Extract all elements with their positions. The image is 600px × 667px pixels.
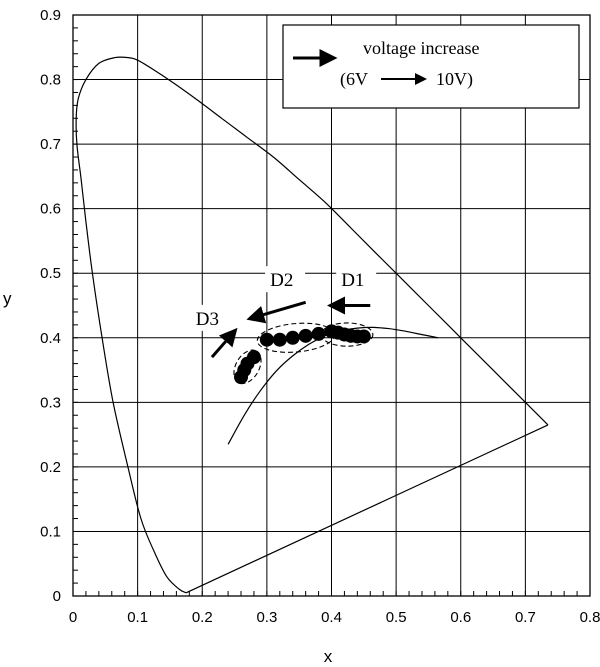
arrow-d3	[210, 327, 238, 359]
labels: D1 D2 D3	[190, 266, 377, 331]
x-tick-label: 0.3	[256, 609, 277, 626]
label-D1: D1	[341, 270, 364, 291]
x-tick-label: 0	[69, 609, 77, 626]
x-tick-label: 0.7	[515, 609, 536, 626]
y-tick-label: 0.3	[40, 394, 61, 411]
label-bg-D1	[336, 266, 377, 293]
y-tick-label: 0.1	[40, 523, 61, 540]
point-D2	[311, 326, 326, 341]
label-bg-D3	[190, 304, 231, 331]
curves	[75, 56, 549, 594]
point-D2	[298, 328, 313, 343]
y-tick-label: 0.8	[40, 72, 61, 89]
y-tick-label: 0	[53, 588, 61, 605]
label-D2: D2	[270, 270, 293, 291]
point-D1	[356, 329, 371, 344]
spectral-locus	[75, 56, 549, 594]
label-bg-D2	[265, 266, 306, 293]
x-tick-label: 0.4	[321, 609, 342, 626]
x-axis-label: x	[324, 647, 333, 666]
arrow-d2	[246, 300, 307, 324]
point-D2	[259, 332, 274, 347]
y-tick-label: 0.6	[40, 201, 61, 218]
y-axis-label: y	[3, 289, 12, 308]
x-tick-label: 0.8	[580, 609, 600, 626]
data-points	[234, 324, 371, 385]
legend-range-end: 10V)	[436, 69, 473, 90]
y-tick-label: 0.4	[40, 330, 61, 347]
y-tick-label: 0.5	[40, 265, 61, 282]
y-tick-label: 0.9	[40, 7, 61, 24]
legend: voltage increase (6V 10V)	[282, 24, 580, 109]
purple-line	[185, 424, 549, 594]
x-tick-label: 0.5	[386, 609, 407, 626]
axis-ticks: 0 0.1 0.2 0.3 0.4 0.5 0.6 0.7 0.8 0 0.1 0.2 0.3 0.4 0.…	[40, 7, 600, 626]
x-tick-label: 0.2	[192, 609, 213, 626]
point-D3	[246, 350, 261, 365]
point-D2	[285, 330, 300, 345]
arrows	[210, 296, 371, 359]
y-tick-label: 0.7	[40, 136, 61, 153]
legend-range-start: (6V	[340, 69, 368, 90]
x-tick-label: 0.6	[450, 609, 471, 626]
label-D3: D3	[196, 309, 219, 330]
y-tick-label: 0.2	[40, 459, 61, 476]
legend-text: voltage increase	[363, 38, 479, 58]
point-D2	[272, 332, 287, 347]
x-tick-label: 0.1	[127, 609, 148, 626]
